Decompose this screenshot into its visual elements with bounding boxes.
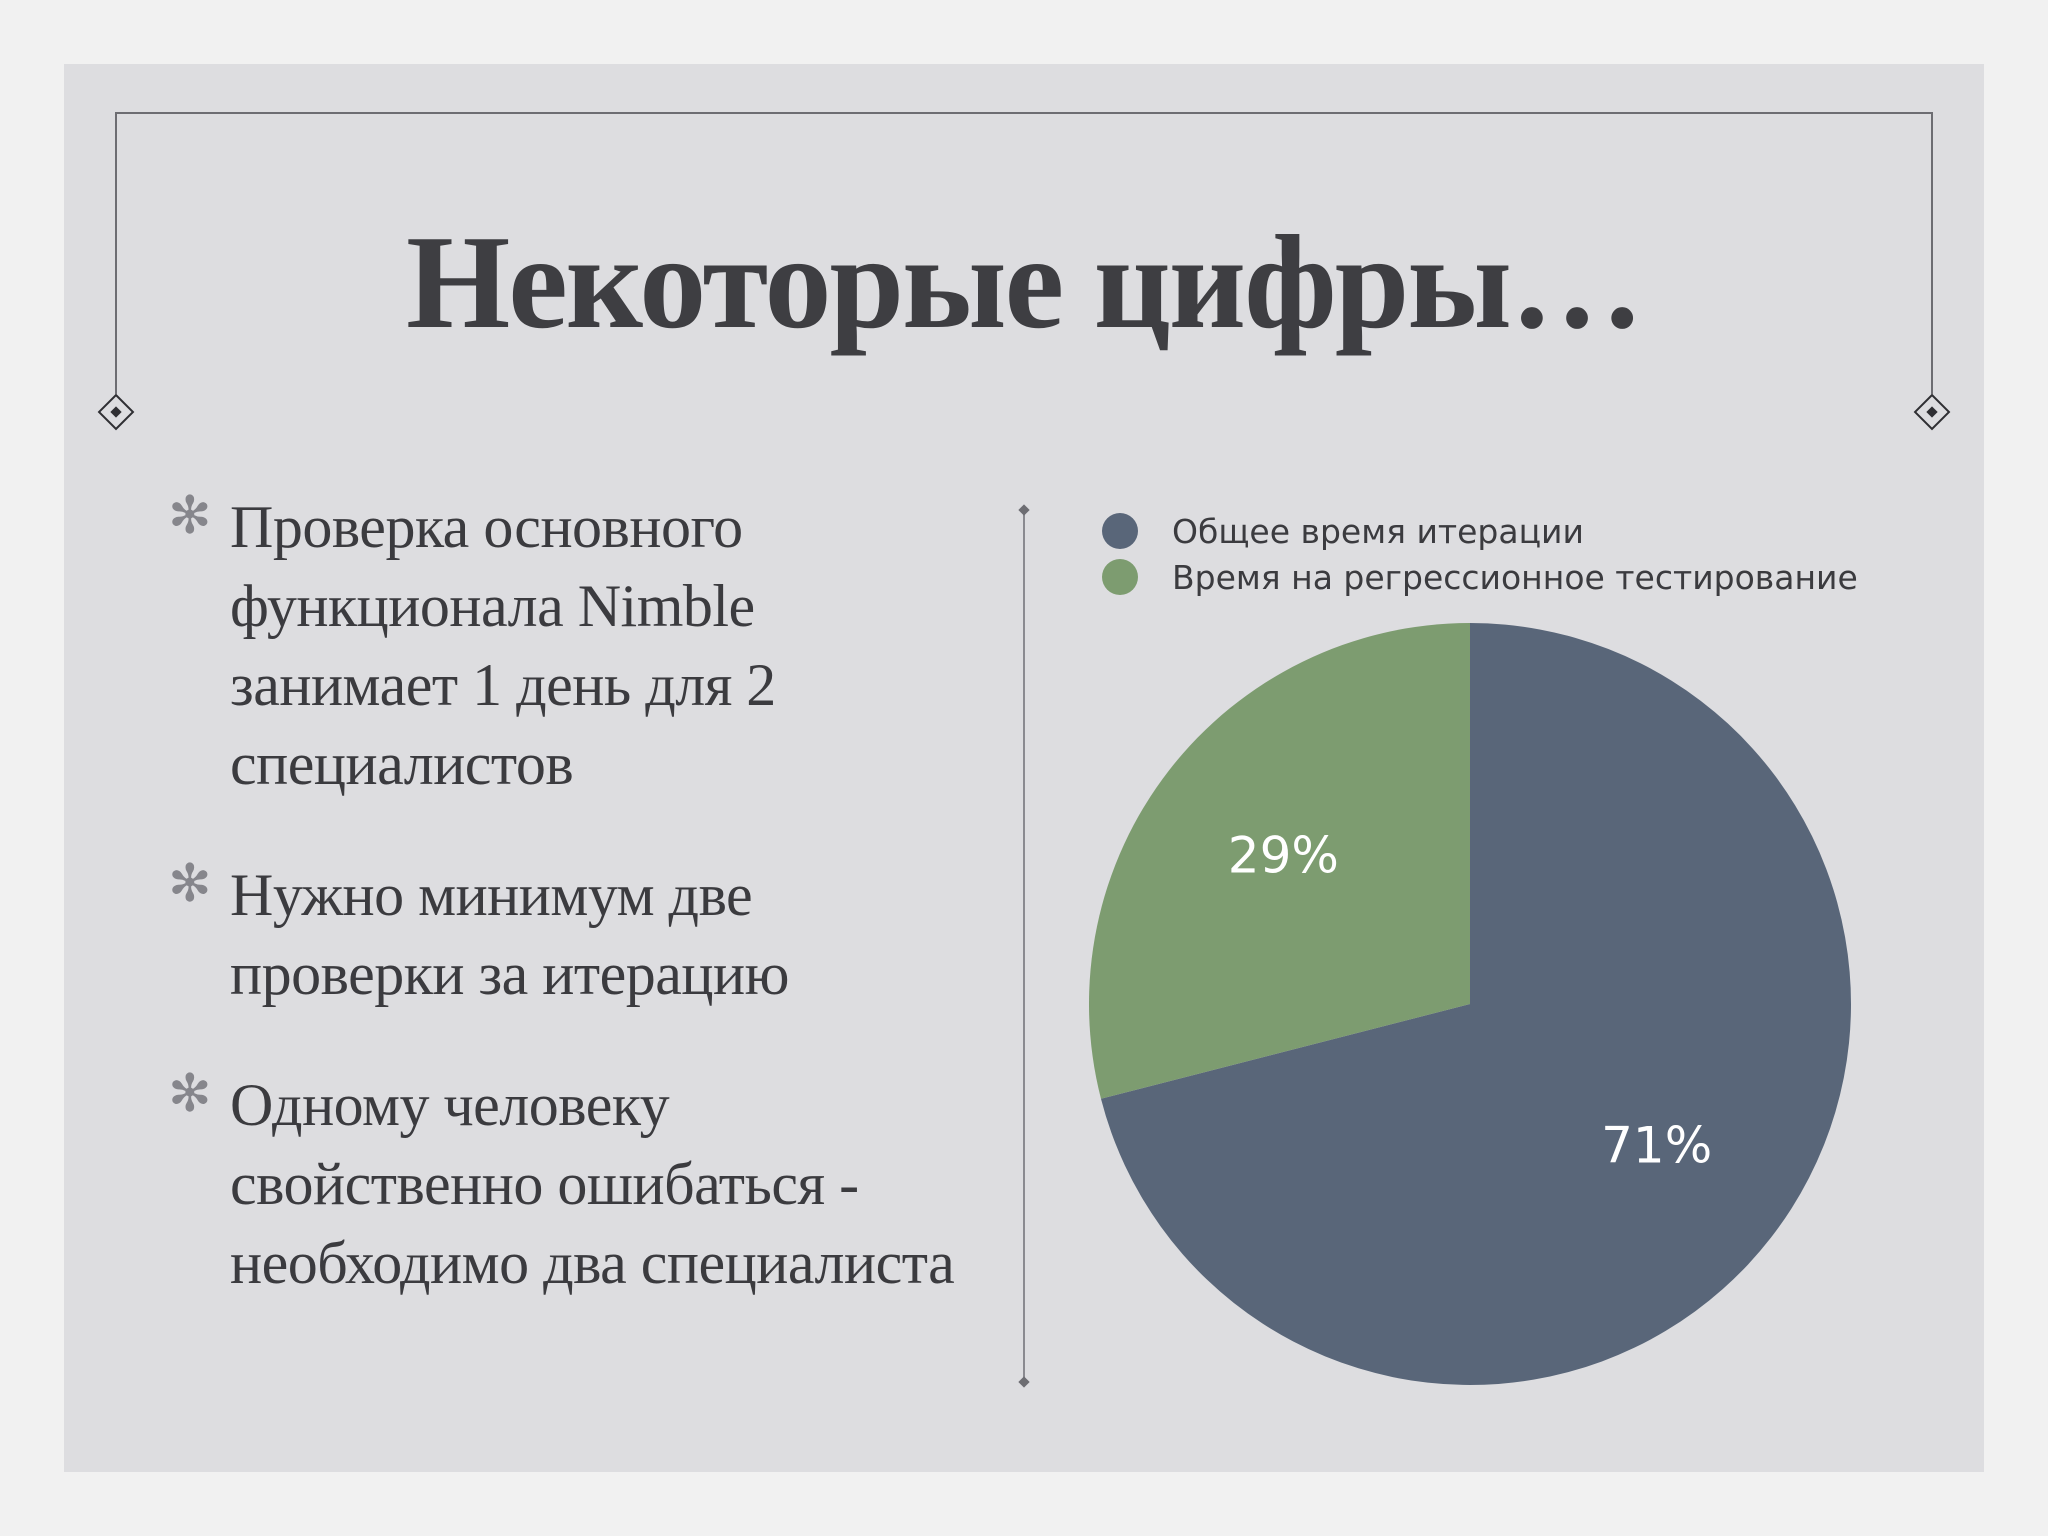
bullet-item: ✻ Проверка основного функционала Nimble …	[168, 488, 958, 804]
bullet-text: Нужно минимум две проверки за итерацию	[230, 862, 789, 1007]
legend-label: Общее время итерации	[1172, 511, 1584, 551]
asterisk-bullet-icon: ✻	[168, 1064, 212, 1124]
bullet-text: Одному человеку свойственно ошибаться - …	[230, 1072, 955, 1296]
bullet-item: ✻ Нужно минимум две проверки за итерацию	[168, 856, 958, 1014]
bullet-list: ✻ Проверка основного функционала Nimble …	[168, 488, 958, 1355]
pie-data-label: 71%	[1601, 1116, 1712, 1174]
slide-title: Некоторые цифры…	[406, 208, 1644, 356]
legend-item: Время на регрессионное тестирование	[1102, 554, 1858, 600]
asterisk-bullet-icon: ✻	[168, 854, 212, 914]
legend-item: Общее время итерации	[1102, 508, 1858, 554]
bullet-item: ✻ Одному человеку свойственно ошибаться …	[168, 1066, 958, 1303]
column-divider	[1023, 510, 1025, 1384]
legend-swatch	[1102, 559, 1138, 595]
frame-top-line	[115, 112, 1933, 114]
chart-legend: Общее время итерации Время на регрессион…	[1102, 508, 1858, 600]
legend-label: Время на регрессионное тестирование	[1172, 557, 1858, 597]
frame-right-line	[1931, 112, 1933, 394]
asterisk-bullet-icon: ✻	[168, 486, 212, 546]
pie-data-label: 29%	[1228, 827, 1339, 885]
frame-left-line	[115, 112, 117, 394]
bullet-text: Проверка основного функционала Nimble за…	[230, 494, 776, 797]
pie-slice-1	[1089, 622, 1470, 1099]
legend-swatch	[1102, 513, 1138, 549]
pie-slice-0	[1100, 623, 1851, 1385]
